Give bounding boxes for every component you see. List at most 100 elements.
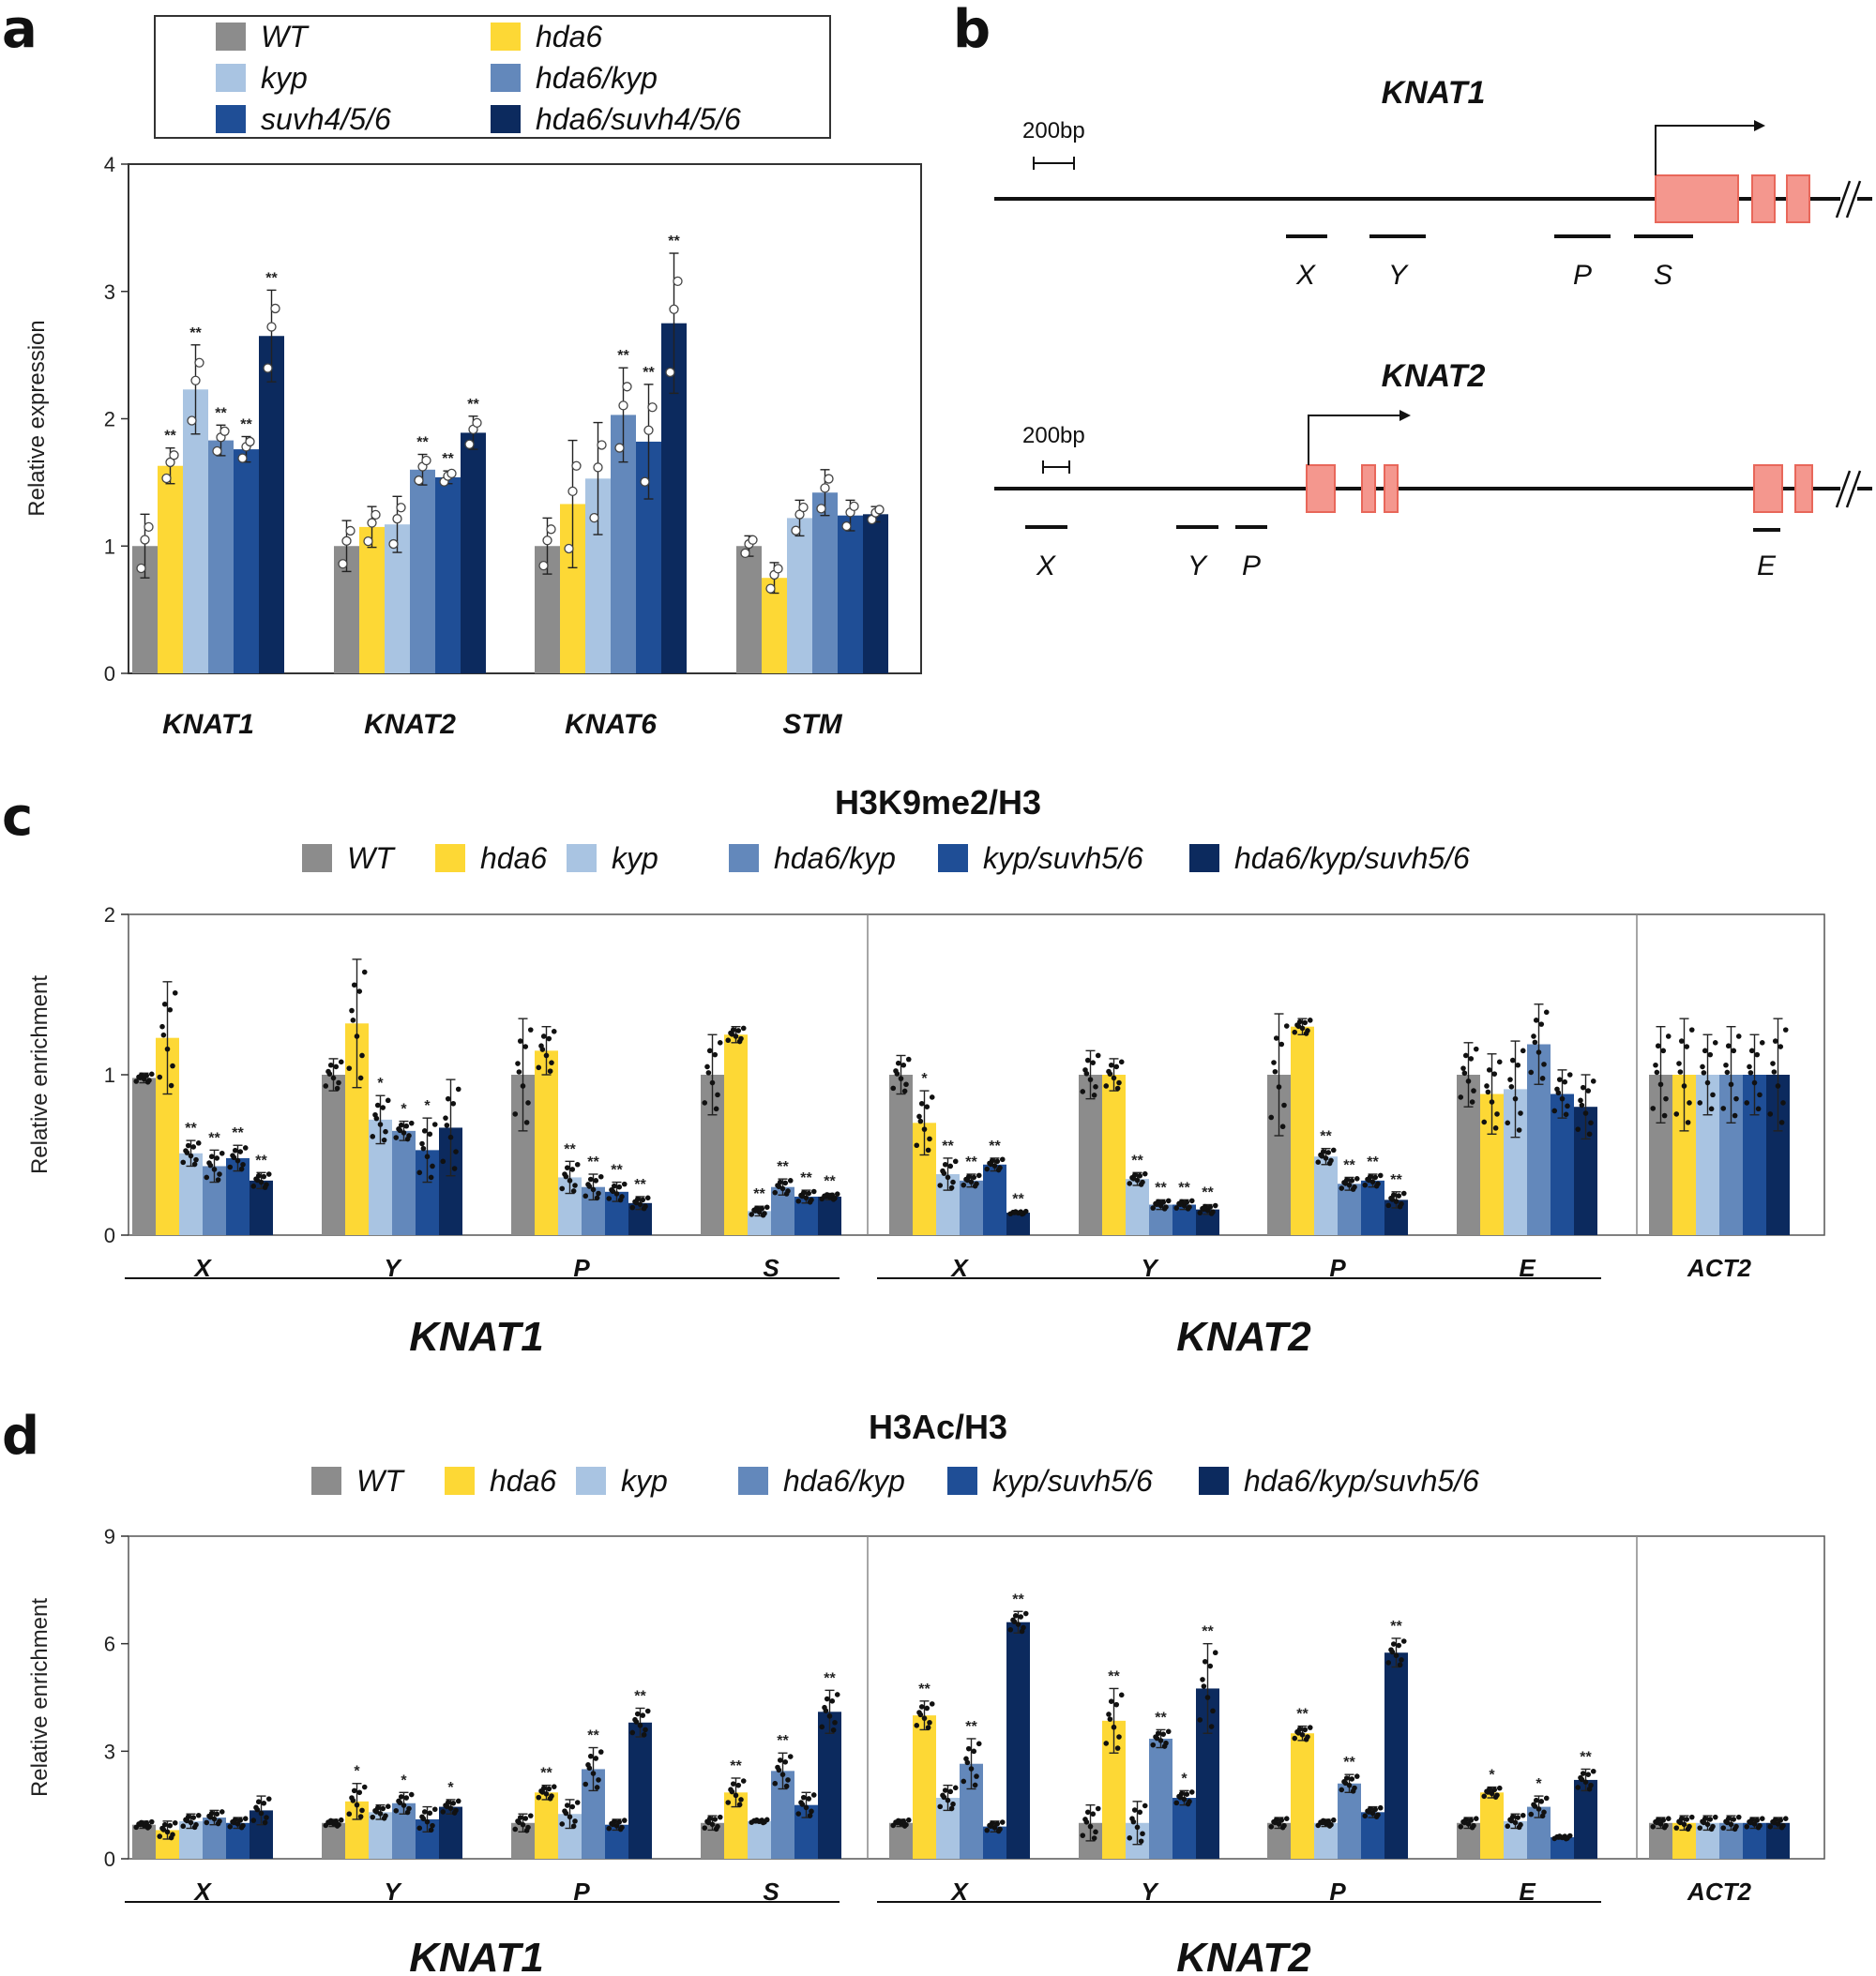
data-point: [1778, 1818, 1784, 1823]
data-point: [572, 1818, 578, 1824]
group-label-knat2: KNAT2: [1176, 1935, 1311, 1976]
data-point: [1468, 1818, 1475, 1823]
data-point: [937, 1183, 944, 1188]
bar-hda6-suvh4-5-6: [259, 336, 284, 673]
bar-hda6: [1291, 1026, 1314, 1235]
data-point: [522, 1816, 529, 1821]
data-point: [874, 505, 885, 515]
data-point: [976, 1741, 982, 1747]
bar-hda6: [724, 1034, 748, 1235]
legend-swatch-hda6: [491, 23, 521, 51]
data-point: [1520, 1812, 1526, 1818]
bar-kyp: [1126, 1179, 1149, 1235]
knat1-scale-label: 200bp: [1022, 118, 1085, 143]
data-point: [572, 1183, 578, 1188]
data-point: [1653, 1062, 1658, 1068]
data-point: [1278, 1818, 1285, 1823]
data-point: [1767, 1823, 1774, 1830]
data-point: [231, 1154, 237, 1161]
data-point: [1202, 1658, 1208, 1665]
data-point: [921, 1126, 928, 1132]
data-point: [779, 1772, 786, 1777]
data-point: [1208, 1724, 1215, 1729]
data-point: [1775, 1083, 1781, 1089]
data-point: [1150, 1205, 1157, 1211]
data-point: [1512, 1095, 1519, 1102]
data-point: [1177, 1794, 1184, 1801]
data-point: [133, 1079, 140, 1084]
bar-hda6-kyp-suvh5-6: [250, 1180, 273, 1235]
legend-swatch-kyp: [576, 1467, 606, 1495]
data-point: [164, 1046, 171, 1052]
data-point: [735, 1028, 742, 1033]
data-point: [942, 1161, 948, 1168]
data-point: [563, 1173, 569, 1180]
data-point: [1296, 1018, 1303, 1025]
legend-swatch-hda6-kyp-suvh5-6: [1199, 1467, 1229, 1495]
data-point: [403, 1795, 410, 1801]
legend-label-hda6-kyp-suvh5-6: hda6/kyp/suvh5/6: [1244, 1464, 1479, 1498]
data-point: [1131, 1807, 1138, 1813]
data-point: [212, 445, 222, 457]
data-point: [157, 1074, 163, 1080]
data-point: [1165, 1728, 1172, 1735]
data-point: [1685, 1120, 1691, 1125]
data-point: [1536, 1049, 1542, 1055]
x-tick-label: Y: [384, 1254, 402, 1282]
x-tick-label: X: [949, 1254, 969, 1282]
data-point: [1708, 1106, 1715, 1112]
data-point: [570, 1823, 577, 1830]
bar-hda6-kyp: [392, 1130, 416, 1235]
data-point: [1673, 1825, 1680, 1831]
data-point: [582, 1781, 589, 1787]
bar-hda6-kyp-suvh5-6: [628, 1722, 652, 1859]
y-tick-label: 0: [104, 662, 115, 686]
data-point: [1461, 1070, 1468, 1077]
chart-title: H3K9me2/H3: [835, 783, 1041, 822]
knat2-break-mark: [1835, 470, 1872, 508]
data-point: [1107, 1716, 1113, 1722]
data-point: [380, 1105, 386, 1110]
data-point: [1508, 1084, 1515, 1090]
data-point: [398, 1122, 404, 1128]
data-point: [450, 1800, 457, 1806]
data-point: [512, 1111, 519, 1117]
data-point: [567, 486, 578, 497]
data-point: [265, 1171, 272, 1177]
data-point: [961, 1182, 967, 1188]
data-point: [403, 1123, 410, 1129]
legend-label-suvh4-5-6: suvh4/5/6: [261, 102, 391, 136]
legend-swatch-wt: [302, 844, 332, 872]
data-point: [1272, 1819, 1278, 1826]
data-point: [905, 1817, 912, 1823]
data-point: [776, 1184, 782, 1190]
data-point: [345, 525, 356, 536]
data-point: [164, 1829, 171, 1835]
data-point: [779, 1185, 786, 1192]
y-axis-label: Relative expression: [24, 320, 50, 516]
x-axis: KNAT1 KNAT2 KNAT6 STM: [162, 709, 843, 740]
data-point: [1509, 1057, 1516, 1063]
data-point: [1782, 1816, 1789, 1821]
significance-marker: **: [185, 1121, 197, 1137]
data-point: [1660, 1818, 1667, 1823]
data-point: [1541, 1062, 1547, 1067]
data-point: [1165, 1198, 1172, 1204]
data-point: [351, 1787, 357, 1794]
data-point: [1685, 1826, 1691, 1833]
data-point: [1700, 1063, 1705, 1070]
significance-marker: **: [164, 429, 176, 445]
significance-marker: *: [424, 1098, 431, 1114]
data-point: [383, 1128, 388, 1135]
data-point: [1732, 1112, 1738, 1119]
x-tick-label: X: [949, 1878, 969, 1906]
data-point: [1678, 1816, 1685, 1821]
data-point: [346, 1811, 353, 1818]
data-point: [1018, 1614, 1024, 1620]
x-tick-label: KNAT2: [364, 709, 456, 740]
data-point: [1093, 1829, 1098, 1835]
data-point: [547, 1795, 553, 1802]
data-point: [941, 1170, 947, 1176]
data-point: [549, 1060, 554, 1065]
significance-marker: *: [401, 1772, 407, 1788]
